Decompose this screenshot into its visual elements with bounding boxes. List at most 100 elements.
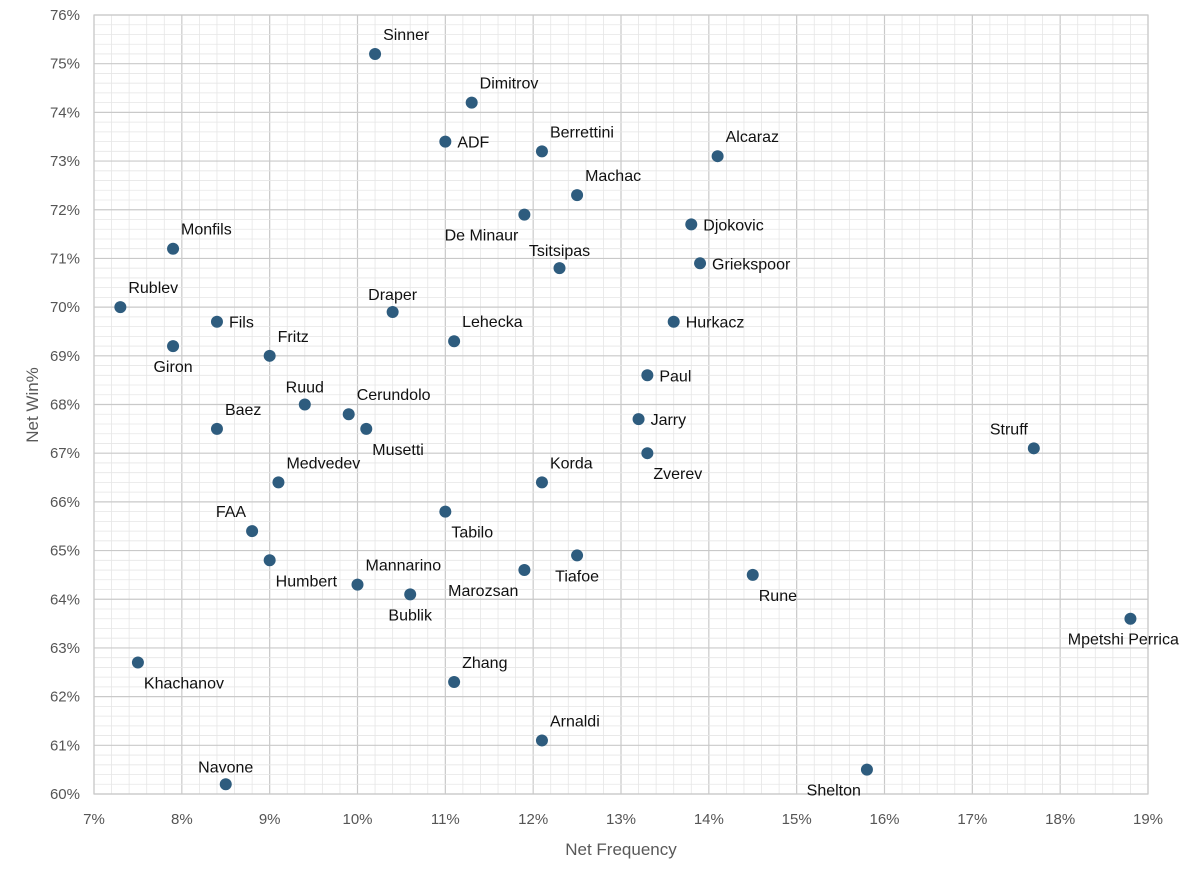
data-point-paul	[641, 369, 654, 382]
data-point-faa	[246, 525, 259, 538]
data-label: Shelton	[807, 783, 861, 800]
data-point-marozsan	[518, 564, 531, 577]
data-point-bublik	[404, 588, 417, 601]
data-point-navone	[219, 778, 232, 791]
data-label: Tsitsipas	[529, 243, 590, 260]
y-tick-label: 76%	[50, 7, 80, 24]
data-point-mannarino	[351, 578, 364, 591]
data-point-struff	[1027, 442, 1040, 455]
data-label: Lehecka	[462, 314, 523, 331]
data-point-zverev	[641, 447, 654, 460]
data-label: Fils	[229, 315, 254, 332]
data-label: Sinner	[383, 27, 430, 44]
data-label: Draper	[368, 287, 418, 304]
x-tick-label: 7%	[83, 811, 105, 828]
data-point-jarry	[632, 413, 645, 426]
data-point-adf	[439, 135, 452, 148]
data-point-zhang	[448, 676, 461, 689]
data-label: Hurkacz	[686, 315, 745, 332]
data-label: Struff	[990, 421, 1029, 438]
data-label: Rublev	[128, 280, 178, 297]
data-point-medvedev	[272, 476, 285, 489]
x-tick-label: 11%	[431, 811, 460, 828]
data-label: De Minaur	[445, 228, 519, 245]
data-point-shelton	[860, 763, 873, 776]
data-point-dimitrov	[465, 96, 478, 109]
data-point-tsitsipas	[553, 262, 566, 275]
data-point-ruud	[298, 398, 311, 411]
data-label: Zverev	[653, 466, 702, 483]
data-label: Ruud	[286, 380, 324, 397]
x-tick-label: 9%	[259, 811, 281, 828]
data-point-lehecka	[448, 335, 461, 348]
y-tick-label: 68%	[50, 397, 80, 414]
x-tick-label: 15%	[782, 811, 812, 828]
x-tick-label: 16%	[869, 811, 899, 828]
data-point-de-minaur	[518, 208, 531, 221]
x-tick-label: 19%	[1133, 811, 1163, 828]
data-label: Korda	[550, 455, 593, 472]
data-label: Griekspoor	[712, 256, 791, 273]
x-axis-title: Net Frequency	[565, 840, 677, 859]
data-point-arnaldi	[535, 734, 548, 747]
data-label: Tabilo	[451, 525, 493, 542]
data-point-humbert	[263, 554, 276, 567]
y-tick-label: 63%	[50, 640, 80, 657]
data-point-rune	[746, 568, 759, 581]
data-point-tabilo	[439, 505, 452, 518]
data-point-djokovic	[685, 218, 698, 231]
data-point-rublev	[114, 301, 127, 314]
data-label: Marozsan	[448, 583, 518, 600]
x-tick-label: 13%	[606, 811, 636, 828]
data-point-monfils	[167, 242, 180, 255]
data-point-cerundolo	[342, 408, 355, 421]
data-point-machac	[571, 189, 584, 202]
data-point-griekspoor	[694, 257, 707, 270]
data-label: Zhang	[462, 655, 507, 672]
data-point-fritz	[263, 349, 276, 362]
data-label: Jarry	[651, 412, 687, 429]
data-point-hurkacz	[667, 315, 680, 328]
data-label: Mannarino	[366, 558, 442, 575]
x-tick-label: 18%	[1045, 811, 1075, 828]
y-tick-label: 61%	[50, 737, 80, 754]
data-point-korda	[535, 476, 548, 489]
axis-ticks: 7% 8% 9% 10% 11% 12% 13% 14% 15% 16% 17% 18% 19% 60% 6…	[50, 7, 1163, 828]
data-label: Humbert	[276, 573, 338, 590]
data-label: Paul	[659, 368, 691, 385]
x-tick-label: 10%	[342, 811, 372, 828]
data-points	[114, 47, 1137, 791]
data-label: Arnaldi	[550, 713, 600, 730]
data-label: Berrettini	[550, 124, 614, 141]
data-point-baez	[210, 422, 223, 435]
data-label: Fritz	[278, 329, 309, 346]
data-label: Baez	[225, 402, 261, 419]
data-point-musetti	[360, 422, 373, 435]
point-labels: Sinner Dimitrov ADF Berrettini Alcaraz Machac…	[128, 27, 1179, 800]
data-label: Cerundolo	[357, 387, 431, 404]
y-tick-label: 60%	[50, 786, 80, 803]
plot-area-border	[93, 14, 1149, 795]
data-label: Navone	[198, 759, 253, 776]
y-tick-label: 73%	[50, 153, 80, 170]
y-tick-label: 66%	[50, 494, 80, 511]
data-label: Mpetshi Perricard	[1068, 632, 1179, 649]
data-label: ADF	[457, 135, 489, 152]
y-tick-label: 75%	[50, 56, 80, 73]
y-tick-label: 64%	[50, 591, 80, 608]
y-tick-label: 65%	[50, 543, 80, 560]
data-point-fils	[210, 315, 223, 328]
data-label: Medvedev	[286, 455, 360, 472]
x-tick-label: 8%	[171, 811, 193, 828]
data-label: Khachanov	[144, 676, 224, 693]
data-point-khachanov	[131, 656, 144, 669]
y-tick-label: 69%	[50, 348, 80, 365]
y-tick-label: 71%	[50, 250, 80, 267]
data-point-mpetshi-perricard	[1124, 612, 1137, 625]
x-tick-label: 14%	[694, 811, 724, 828]
data-label: Djokovic	[703, 217, 763, 234]
data-label: Giron	[153, 359, 192, 376]
y-tick-label: 72%	[50, 202, 80, 219]
y-tick-label: 74%	[50, 104, 80, 121]
